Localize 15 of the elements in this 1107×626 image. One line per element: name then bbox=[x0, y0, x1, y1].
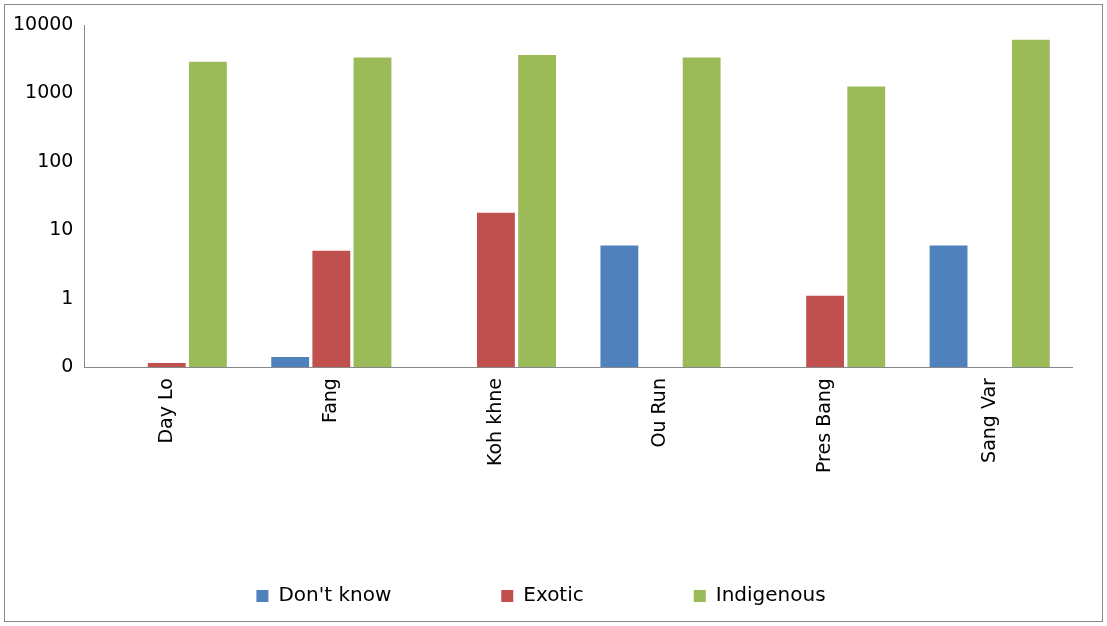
legend-label: Exotic bbox=[523, 582, 584, 607]
x-tick-label: Fang bbox=[318, 378, 341, 424]
x-tick-label: Day Lo bbox=[153, 378, 176, 444]
x-tick-label: Sang Var bbox=[976, 377, 999, 463]
y-tick-label: 0 bbox=[61, 354, 74, 377]
x-tick-label: Ou Run bbox=[647, 378, 670, 448]
y-tick-label: 10000 bbox=[12, 11, 74, 34]
x-tick-label: Pres Bang bbox=[812, 378, 835, 474]
y-tick-label: 1000 bbox=[25, 80, 74, 103]
legend-label: Indigenous bbox=[715, 582, 826, 607]
y-tick-label: 1 bbox=[61, 285, 74, 308]
x-tick-label: Koh khne bbox=[482, 378, 505, 467]
y-tick-label: 10 bbox=[49, 217, 74, 240]
y-tick-label: 100 bbox=[37, 148, 74, 171]
legend-label: Don't know bbox=[278, 582, 392, 607]
